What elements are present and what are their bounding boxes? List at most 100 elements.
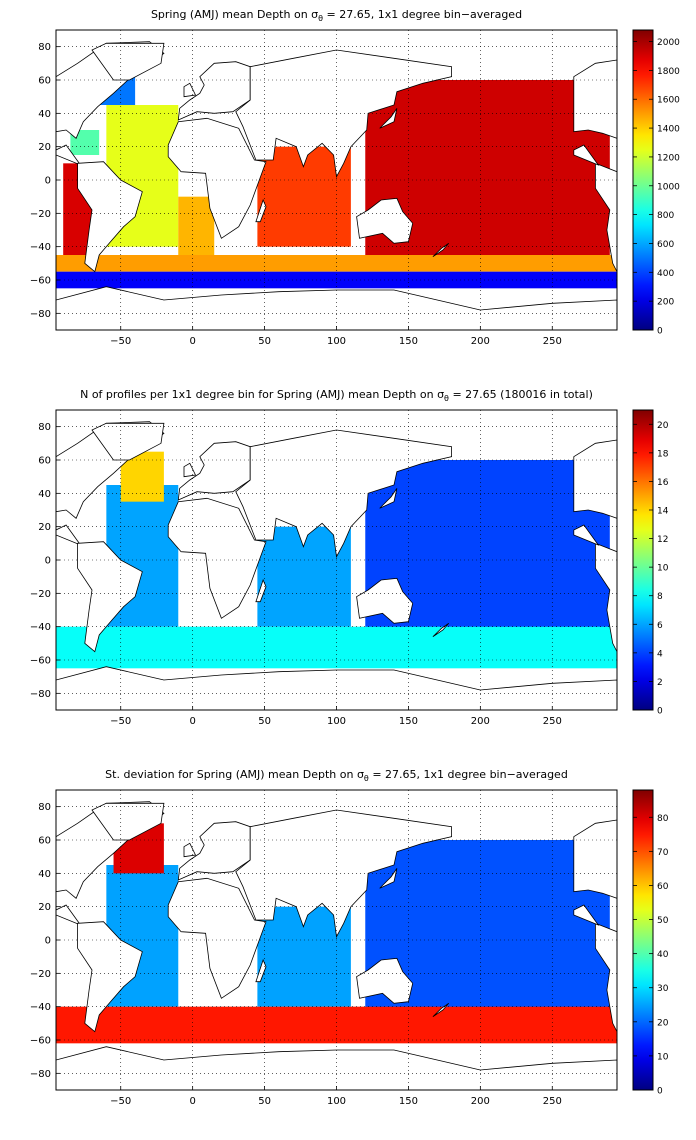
land-japan: [379, 868, 398, 889]
y-tick-label: −40: [30, 242, 51, 253]
land-central-america: [56, 524, 82, 546]
colorbar-tick-label: 0: [657, 1087, 663, 1097]
land-madagascar: [255, 958, 267, 983]
land-central-america: [56, 904, 82, 926]
colorbar-tick-label: 6: [657, 621, 663, 631]
y-tick-label: −40: [30, 622, 51, 633]
y-tick-label: 40: [38, 869, 51, 880]
land-africa: [167, 497, 267, 619]
land-uk: [183, 82, 197, 98]
land-japan: [379, 108, 398, 129]
y-tick-label: −60: [30, 276, 51, 287]
land-uk: [183, 842, 197, 858]
colorbar-tick-label: 30: [657, 984, 669, 994]
y-tick-label: 0: [45, 176, 51, 187]
profile-count-chart: N of profiles per 1x1 degree bin for Spr…: [30, 388, 669, 727]
colorbar-tick-label: 1800: [657, 67, 680, 77]
y-tick-label: −80: [30, 1069, 51, 1080]
land-antarctica: [56, 666, 617, 710]
std-deviation-chart: St. deviation for Spring (AMJ) mean Dept…: [30, 768, 669, 1107]
land-madagascar: [255, 198, 267, 223]
x-tick-label: 50: [258, 1096, 271, 1107]
x-tick-label: −50: [110, 716, 131, 727]
colorbar-tick-label: 20: [657, 421, 669, 431]
depth-mean-panel: Spring (AMJ) mean Depth on σθ = 27.65, 1…: [0, 0, 696, 380]
colorbar-tick-label: 0: [657, 327, 663, 337]
colorbar-tick-label: 20: [657, 1018, 669, 1028]
x-tick-label: 200: [471, 1096, 490, 1107]
land-uk: [183, 462, 197, 478]
y-tick-label: −40: [30, 1002, 51, 1013]
y-tick-label: 80: [38, 802, 51, 813]
y-tick-label: −20: [30, 589, 51, 600]
colorbar-tick-label: 200: [657, 298, 674, 308]
colorbar-tick-label: 2000: [657, 38, 680, 48]
chart-title: Spring (AMJ) mean Depth on σθ = 27.65, 1…: [151, 8, 522, 23]
land-greenland: [91, 802, 165, 841]
land-central-america: [56, 144, 82, 166]
land-madagascar: [255, 578, 267, 603]
y-tick-label: −20: [30, 209, 51, 220]
land-australia: [356, 577, 414, 624]
land-africa: [167, 877, 267, 999]
x-tick-label: 250: [543, 336, 562, 347]
land-central-america-wrap: [573, 904, 600, 926]
colorbar-tick-label: 1200: [657, 153, 680, 163]
colorbar-tick-label: 1000: [657, 182, 680, 192]
colorbar-tick-label: 70: [657, 848, 669, 858]
colorbar-tick-label: 400: [657, 269, 674, 279]
colorbar-tick-label: 2: [657, 678, 663, 688]
data-region-1: [178, 196, 215, 255]
x-tick-label: 150: [399, 1096, 418, 1107]
std-deviation-panel: St. deviation for Spring (AMJ) mean Dept…: [0, 760, 696, 1140]
x-tick-label: 150: [399, 336, 418, 347]
colorbar-tick-label: 0: [657, 707, 663, 717]
y-tick-label: −80: [30, 689, 51, 700]
land-america-east-wrap: [573, 819, 617, 899]
x-tick-label: 50: [258, 336, 271, 347]
colorbar-tick-label: 1600: [657, 96, 680, 106]
colorbar-tick-label: 16: [657, 478, 669, 488]
land-south-america: [77, 921, 143, 1033]
x-tick-label: 200: [471, 716, 490, 727]
colorbar-tick-label: 80: [657, 814, 669, 824]
land-greenland: [91, 42, 165, 81]
x-tick-label: −50: [110, 336, 131, 347]
land-australia: [356, 197, 414, 244]
y-tick-label: 80: [38, 422, 51, 433]
x-tick-label: 0: [189, 336, 195, 347]
x-tick-label: 0: [189, 716, 195, 727]
land-antarctica: [56, 286, 617, 330]
colorbar-tick-label: 8: [657, 592, 663, 602]
data-region-4: [56, 1006, 617, 1044]
colorbar-tick-label: 10: [657, 1052, 669, 1062]
land-asia: [235, 809, 453, 938]
land-asia: [235, 429, 453, 558]
x-tick-label: 0: [189, 1096, 195, 1107]
y-tick-label: 60: [38, 836, 51, 847]
colorbar: [632, 409, 654, 711]
land-central-america-wrap: [573, 144, 600, 166]
land-america-east-wrap: [573, 59, 617, 139]
land-south-america: [77, 161, 143, 273]
land-antarctica: [56, 1046, 617, 1090]
colorbar-tick-label: 600: [657, 240, 674, 250]
land-japan: [379, 488, 398, 509]
y-tick-label: 40: [38, 109, 51, 120]
land-greenland: [91, 422, 165, 461]
colorbar-tick-label: 14: [657, 507, 669, 517]
y-tick-label: 40: [38, 489, 51, 500]
y-tick-label: 60: [38, 76, 51, 87]
y-tick-label: 60: [38, 456, 51, 467]
chart-title: N of profiles per 1x1 degree bin for Spr…: [80, 388, 593, 403]
y-tick-label: −60: [30, 1036, 51, 1047]
x-tick-label: −50: [110, 1096, 131, 1107]
x-tick-label: 100: [327, 1096, 346, 1107]
land-south-america: [77, 541, 143, 653]
land-australia: [356, 957, 414, 1004]
colorbar-tick-label: 60: [657, 882, 669, 892]
colorbar-tick-label: 1400: [657, 125, 680, 135]
chart-title: St. deviation for Spring (AMJ) mean Dept…: [105, 768, 568, 783]
colorbar-tick-label: 800: [657, 211, 674, 221]
colorbar-tick-label: 12: [657, 535, 668, 545]
